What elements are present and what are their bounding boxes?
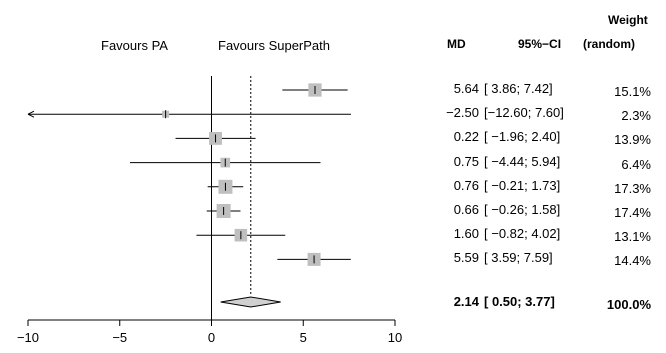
- study-weight-value: 14.4%: [614, 253, 651, 269]
- x-axis-tick-label: −10: [17, 330, 39, 345]
- study-weight-value: 6.4%: [621, 156, 651, 172]
- pooled-ci-value: [ 0.50; 3.77]: [484, 294, 555, 309]
- weight-header: Weight: [608, 13, 648, 27]
- study-ci-value: [ −1.96; 2.40]: [484, 129, 561, 145]
- study-md-value: 0.22: [453, 129, 479, 145]
- study-md-value: 5.64: [453, 81, 479, 96]
- study-weight-value: 13.1%: [614, 229, 651, 245]
- weight-subheader: (random): [583, 37, 635, 51]
- study-weight-value: 17.3%: [614, 180, 651, 196]
- x-axis-tick-label: −5: [112, 330, 127, 345]
- study-md-value: 5.59: [453, 250, 479, 266]
- study-md-value: 0.66: [453, 202, 479, 217]
- study-weight-value: 17.4%: [614, 205, 651, 220]
- favours-right-label: Favours SuperPath: [218, 38, 331, 53]
- study-ci-value: [ −4.44; 5.94]: [484, 153, 561, 169]
- pooled-diamond: [220, 296, 281, 308]
- study-weight-value: 15.1%: [614, 84, 651, 99]
- study-weight-value: 13.9%: [614, 132, 651, 148]
- ci-header: 95%−CI: [518, 37, 562, 51]
- study-ci-value: [ 3.59; 7.59]: [484, 250, 553, 266]
- x-axis-tick-label: 10: [388, 330, 402, 345]
- study-md-value: 0.75: [453, 153, 479, 169]
- study-ci-value: [−12.60; 7.60]: [484, 105, 564, 121]
- study-ci-arrow: [27, 110, 35, 118]
- favours-left-label: Favours PA: [101, 38, 168, 53]
- study-ci-value: [ 3.86; 7.42]: [484, 81, 553, 96]
- pooled-md-value: 2.14: [453, 294, 479, 309]
- x-axis-tick-label: 0: [208, 330, 215, 345]
- study-md-value: 0.76: [453, 177, 479, 193]
- md-header: MD: [447, 37, 466, 51]
- x-axis-tick-label: 5: [300, 330, 307, 345]
- pooled-weight-value: 100.0%: [606, 297, 651, 312]
- study-ci-value: [ −0.26; 1.58]: [484, 202, 561, 217]
- study-md-value: 1.60: [453, 226, 479, 242]
- study-md-value: −2.50: [446, 105, 479, 121]
- study-ci-value: [ −0.82; 4.02]: [484, 226, 561, 242]
- study-ci-value: [ −0.21; 1.73]: [484, 177, 561, 193]
- study-weight-value: 2.3%: [621, 108, 651, 124]
